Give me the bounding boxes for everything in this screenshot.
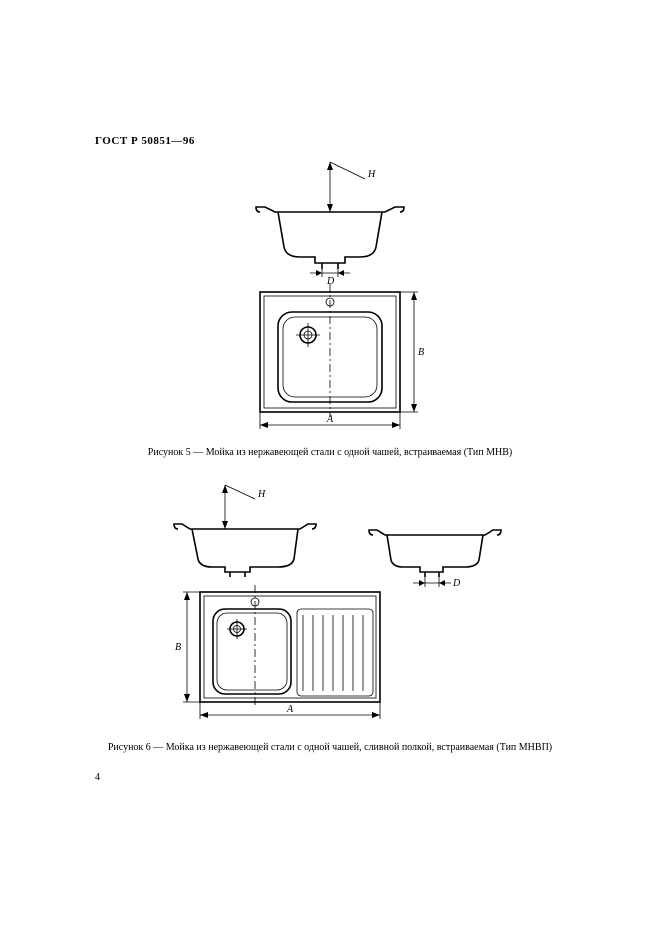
figure-6-caption: Рисунок 6 — Мойка из нержавеющей стали с… [95,741,565,754]
figure-5-drawing: H D [175,157,485,432]
figure-5-caption: Рисунок 5 — Мойка из нержавеющей стали с… [95,446,565,459]
label-b: B [175,642,181,653]
document-header: ГОСТ Р 50851—96 [95,135,565,147]
page-content: ГОСТ Р 50851—96 H [95,135,565,783]
label-d: D [326,276,335,287]
page-number: 4 [95,772,565,783]
label-a: A [326,414,334,425]
figure-6: H D [95,477,565,727]
figure-5: H D [95,157,565,432]
label-a: A [286,704,294,715]
label-d: D [452,578,461,589]
label-h: H [257,489,266,500]
label-b: B [418,347,424,358]
label-h: H [367,169,376,180]
figure-6-drawing: H D [130,477,530,727]
